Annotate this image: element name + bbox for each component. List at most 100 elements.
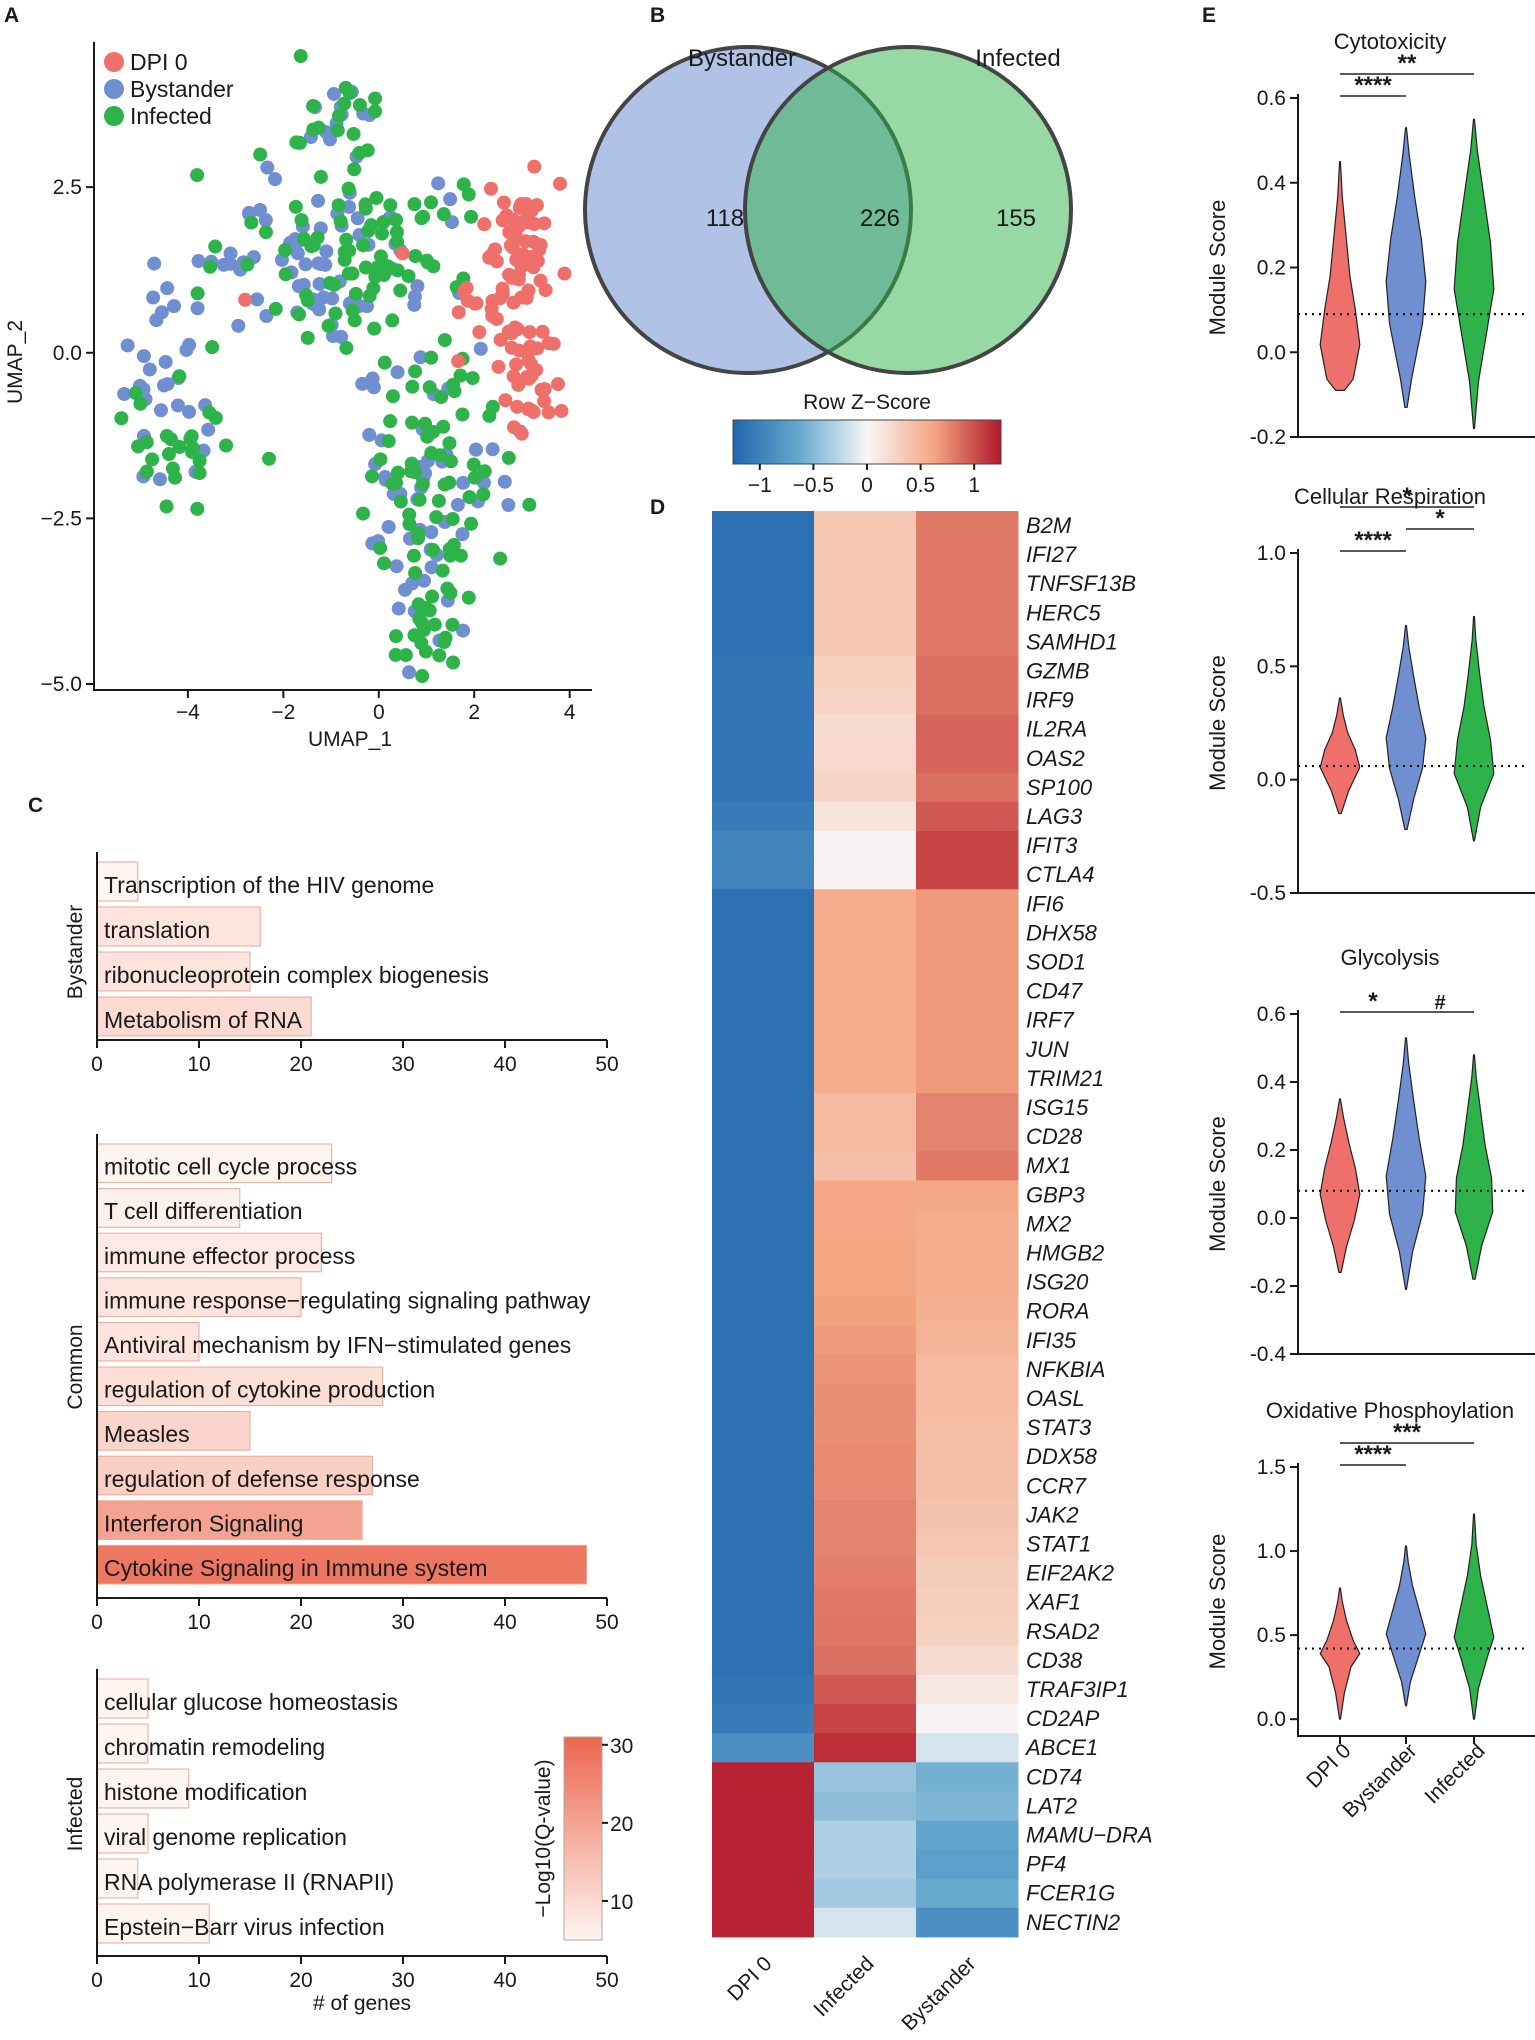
go-term-label: Epstein−Barr virus infection (104, 1914, 385, 1940)
umap-point-infected (300, 293, 315, 308)
heatmap-cell (814, 1296, 917, 1327)
umap-point-infected (398, 648, 413, 663)
heatmap-row-label: CD47 (1026, 979, 1083, 1004)
heatmap-row-label: GZMB (1026, 659, 1090, 684)
panel-label-b: B (650, 4, 665, 27)
zscore-tick-label: 0 (861, 474, 873, 497)
umap-point-bystander (216, 257, 231, 272)
heatmap-row-label: CD38 (1026, 1648, 1083, 1673)
umap-point-infected (437, 333, 452, 348)
umap-point-infected (522, 497, 537, 512)
umap-point-infected (404, 456, 419, 471)
heatmap-cell (712, 1907, 815, 1938)
umap-point-infected (408, 565, 423, 580)
heatmap-row-label: B2M (1026, 513, 1072, 538)
umap-point-bystander (152, 472, 167, 487)
go-term-label: mitotic cell cycle process (104, 1154, 357, 1180)
heatmap-cell (712, 1645, 815, 1676)
go-bar-common (96, 1232, 322, 1273)
umap-x-axis-label: UMAP_1 (308, 728, 392, 751)
umap-point-infected (337, 245, 352, 260)
umap-point-infected (208, 410, 223, 425)
umap-point-infected (385, 389, 400, 404)
heatmap-cell (916, 743, 1019, 774)
go-bar-common (96, 1366, 384, 1407)
go-x-tick-label: 0 (91, 1053, 103, 1076)
umap-point-dpi0 (503, 238, 518, 253)
go-term-label: Measles (104, 1421, 190, 1447)
go-x-tick-label: 40 (493, 1053, 516, 1076)
umap-point-bystander (223, 246, 238, 261)
colorbar-tick-label: 10 (610, 1891, 633, 1914)
umap-point-infected (347, 162, 362, 177)
umap-point-infected (373, 249, 388, 264)
umap-point-bystander (485, 442, 500, 457)
umap-point-bystander (268, 172, 283, 187)
heatmap-cell (814, 743, 917, 774)
violin-y-tick-label: 0.6 (1257, 87, 1286, 110)
go-bar-common (96, 1500, 363, 1540)
go-group-label-infected: Infected (64, 1777, 87, 1852)
umap-point-infected (346, 126, 361, 141)
umap-point-bystander (468, 442, 483, 457)
umap-point-infected (377, 556, 392, 571)
go-enrichment-bar-charts: Transcription of the HIV genome translati… (64, 852, 633, 2015)
umap-point-infected (376, 215, 391, 230)
umap-point-dpi0 (509, 357, 524, 372)
heatmap-cell (712, 1616, 815, 1647)
heatmap-cell (916, 831, 1019, 861)
umap-point-dpi0 (489, 254, 504, 269)
umap-point-infected (322, 276, 337, 291)
heatmap-row-label: ISG20 (1026, 1270, 1089, 1295)
go-x-axis-label: # of genes (313, 1992, 411, 2015)
umap-point-infected (185, 444, 200, 459)
go-x-tick-label: 20 (289, 1053, 312, 1076)
umap-point-bystander (311, 256, 326, 271)
umap-point-infected (293, 49, 308, 64)
heatmap-cell (916, 569, 1019, 599)
venn-label-infected: Infected (975, 45, 1060, 72)
umap-point-bystander (298, 257, 313, 272)
umap-point-infected (306, 98, 321, 113)
heatmap-cell (814, 802, 917, 832)
heatmap-cell (814, 1500, 917, 1530)
heatmap-cell (916, 1704, 1019, 1734)
umap-point-bystander (153, 403, 168, 418)
umap-point-infected (205, 340, 220, 355)
umap-point-infected (431, 493, 446, 508)
violin-y-tick-label: 0.4 (1257, 1071, 1287, 1094)
umap-point-infected (405, 379, 420, 394)
umap-point-bystander (501, 497, 516, 512)
heatmap-cell (712, 598, 815, 628)
umap-point-infected (501, 450, 516, 465)
umap-point-bystander (424, 560, 439, 575)
umap-point-infected (416, 623, 431, 638)
heatmap-cell (712, 569, 815, 599)
heatmap-column-label: DPI 0 (723, 1952, 776, 2005)
umap-point-bystander (250, 292, 265, 307)
heatmap-cell (814, 656, 917, 687)
heatmap-cell (814, 1384, 917, 1414)
umap-point-infected (461, 187, 476, 202)
heatmap-row-label: HMGB2 (1026, 1241, 1104, 1266)
heatmap-row-label: SOD1 (1026, 950, 1086, 975)
umap-point-dpi0 (510, 399, 525, 414)
umap-point-dpi0 (491, 359, 506, 374)
heatmap-cell (814, 1122, 917, 1152)
umap-point-infected (424, 350, 439, 365)
umap-point-dpi0 (456, 284, 471, 299)
umap-point-dpi0 (451, 354, 466, 369)
heatmap-row-label: CD28 (1026, 1124, 1083, 1149)
umap-point-infected (304, 239, 319, 254)
umap-x-tick-label: 2 (468, 701, 480, 724)
colorbar-title: −Log10(Q-value) (532, 1759, 555, 1917)
umap-point-infected (415, 477, 430, 492)
significance-label: * (1402, 483, 1412, 510)
heatmap-row-label: SP100 (1026, 775, 1093, 800)
umap-point-bystander (157, 378, 172, 393)
umap-point-infected (364, 469, 379, 484)
go-bar-infected (96, 1903, 210, 1944)
heatmap-cell (916, 685, 1019, 716)
zscore-tick-label: −0.5 (793, 474, 834, 497)
umap-point-infected (415, 669, 430, 684)
